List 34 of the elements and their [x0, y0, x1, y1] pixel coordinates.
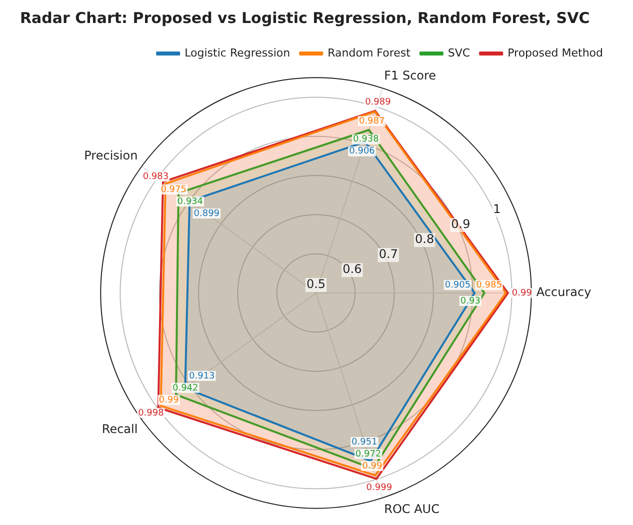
spoke-label: Precision	[84, 148, 138, 162]
data-label: 0.899	[194, 208, 220, 219]
legend-label: Proposed Method	[508, 46, 604, 60]
spoke-label: Recall	[102, 422, 138, 436]
data-label: 0.93	[460, 296, 480, 306]
legend-label: Logistic Regression	[184, 46, 290, 60]
spoke-label: ROC AUC	[384, 502, 440, 516]
data-label: 0.913	[189, 371, 215, 382]
spoke-label: F1 Score	[384, 68, 436, 82]
data-label: 0.975	[160, 184, 186, 195]
data-label: 0.99	[362, 461, 382, 472]
data-label: 0.985	[476, 280, 502, 290]
data-label: 0.987	[358, 116, 385, 126]
data-label: 0.998	[138, 408, 164, 418]
y-tick-label: 1	[493, 202, 501, 216]
y-tick-label: 0.5	[306, 277, 326, 292]
legend-label: SVC	[448, 46, 470, 60]
y-tick-label: 0.8	[414, 232, 434, 246]
data-label: 0.972	[355, 449, 382, 460]
data-label: 0.99	[512, 288, 532, 298]
data-label: 0.905	[444, 280, 471, 290]
y-tick-label: 0.9	[451, 217, 470, 232]
y-tick-label: 0.6	[342, 262, 362, 276]
data-label: 0.906	[349, 146, 376, 157]
data-label: 0.989	[365, 98, 392, 108]
legend-label: Random Forest	[328, 46, 412, 60]
spoke-label: Accuracy	[536, 285, 592, 300]
data-label: 0.938	[353, 134, 380, 145]
data-label: 0.99	[158, 395, 180, 406]
chart-title: Radar Chart: Proposed vs Logistic Regression, Random Forest, SVC	[20, 8, 590, 27]
data-label: 0.983	[142, 172, 169, 182]
y-tick-label: 0.7	[378, 247, 398, 262]
data-label: 0.951	[352, 437, 378, 448]
data-label: 0.999	[366, 482, 392, 493]
